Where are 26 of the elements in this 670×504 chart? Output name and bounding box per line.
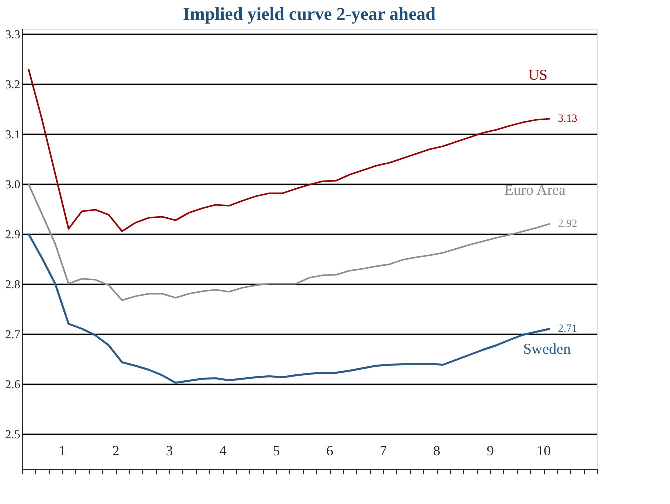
y-tick-label: 3.1 <box>6 128 20 142</box>
text: US <box>528 68 548 84</box>
x-tick-label: 1 <box>59 444 66 460</box>
y-tick-label: 3.2 <box>6 78 20 92</box>
data-label: 2.71 <box>558 323 578 335</box>
y-tick-label: 2.5 <box>6 428 20 442</box>
x-tick-label: 4 <box>220 444 227 460</box>
x-tick-label: 8 <box>434 444 441 460</box>
x-tick-label: 5 <box>273 444 280 460</box>
series-label: Sweden <box>523 342 572 358</box>
chart-title: Implied yield curve 2-year ahead <box>183 4 436 24</box>
x-tick-label: 6 <box>326 444 334 460</box>
x-tick-label: 9 <box>487 444 494 460</box>
y-tick-label: 3.0 <box>6 178 20 192</box>
data-label: 2.92 <box>558 218 578 230</box>
x-tick-label: 10 <box>537 444 552 460</box>
y-tick-label: 2.8 <box>6 278 20 292</box>
y-tick-label: 2.9 <box>6 228 20 242</box>
x-tick-label: 2 <box>112 444 120 460</box>
x-tick-label: 3 <box>166 444 174 460</box>
y-tick-label: 2.7 <box>6 328 20 342</box>
y-tick-label: 2.6 <box>6 378 20 392</box>
series-label: Euro Area <box>504 183 566 199</box>
data-label: 3.13 <box>558 113 578 125</box>
y-tick-label: 3.3 <box>6 28 20 42</box>
x-tick-label: 7 <box>380 444 388 460</box>
